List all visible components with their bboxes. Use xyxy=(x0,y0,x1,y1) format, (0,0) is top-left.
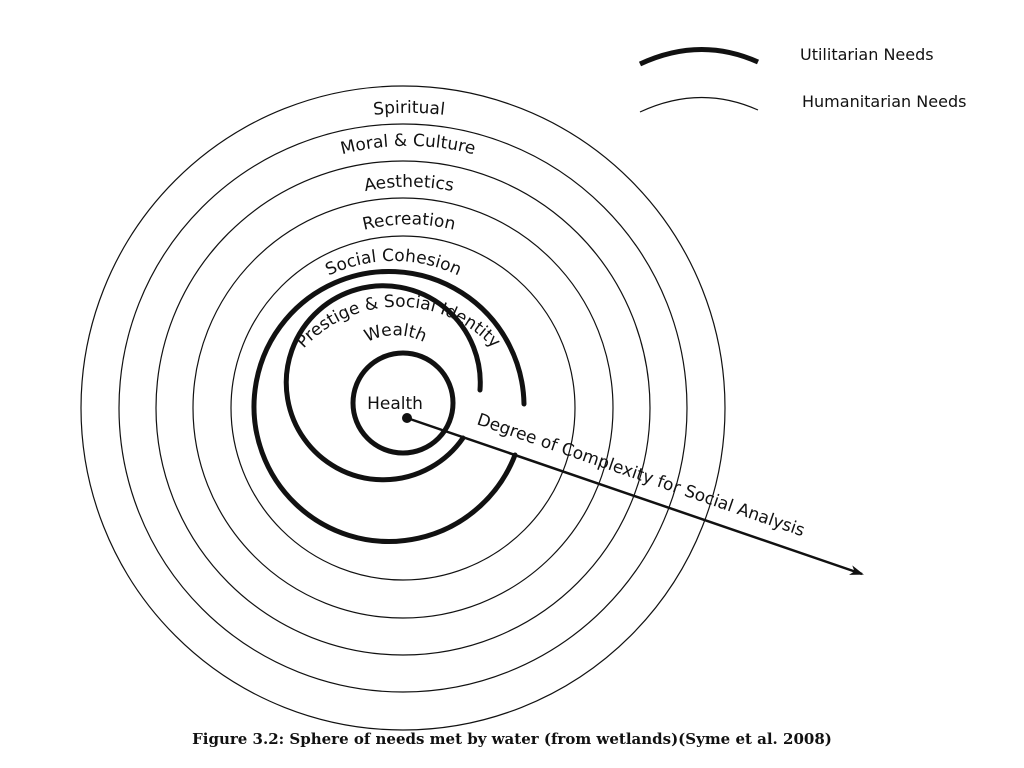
spiritual-label: Spiritual xyxy=(372,98,446,120)
humanitarian-legend-stroke xyxy=(639,96,759,113)
wealth-arc xyxy=(283,283,483,483)
health-label: Health xyxy=(367,394,423,414)
utilitarian-legend-stroke xyxy=(638,47,760,67)
aesthetics-label: Aesthetics xyxy=(363,172,456,196)
spiritual-ring xyxy=(80,85,726,731)
health-ring xyxy=(350,350,456,456)
wealth-label: Wealth xyxy=(362,320,430,347)
recreation-ring xyxy=(192,197,614,619)
moral-culture-label: Moral & Culture xyxy=(339,131,478,159)
humanitarian-legend-label: Humanitarian Needs xyxy=(802,92,966,111)
humanitarian-rings xyxy=(80,85,726,731)
recreation-label: Recreation xyxy=(361,209,458,234)
aesthetics-ring xyxy=(155,160,651,656)
prestige-arc xyxy=(251,268,527,544)
complexity-arrow xyxy=(406,416,864,576)
complexity-axis-label: Degree of Complexity for Social Analysis xyxy=(474,410,807,541)
moral-culture-ring xyxy=(118,123,688,693)
utilitarian-legend-label: Utilitarian Needs xyxy=(800,45,934,64)
utilitarian-spiral xyxy=(251,268,527,544)
social-cohesion-ring xyxy=(230,235,576,581)
social-cohesion-label: Social Cohesion xyxy=(322,246,464,280)
figure-caption: Figure 3.2: Sphere of needs met by water… xyxy=(192,730,832,748)
